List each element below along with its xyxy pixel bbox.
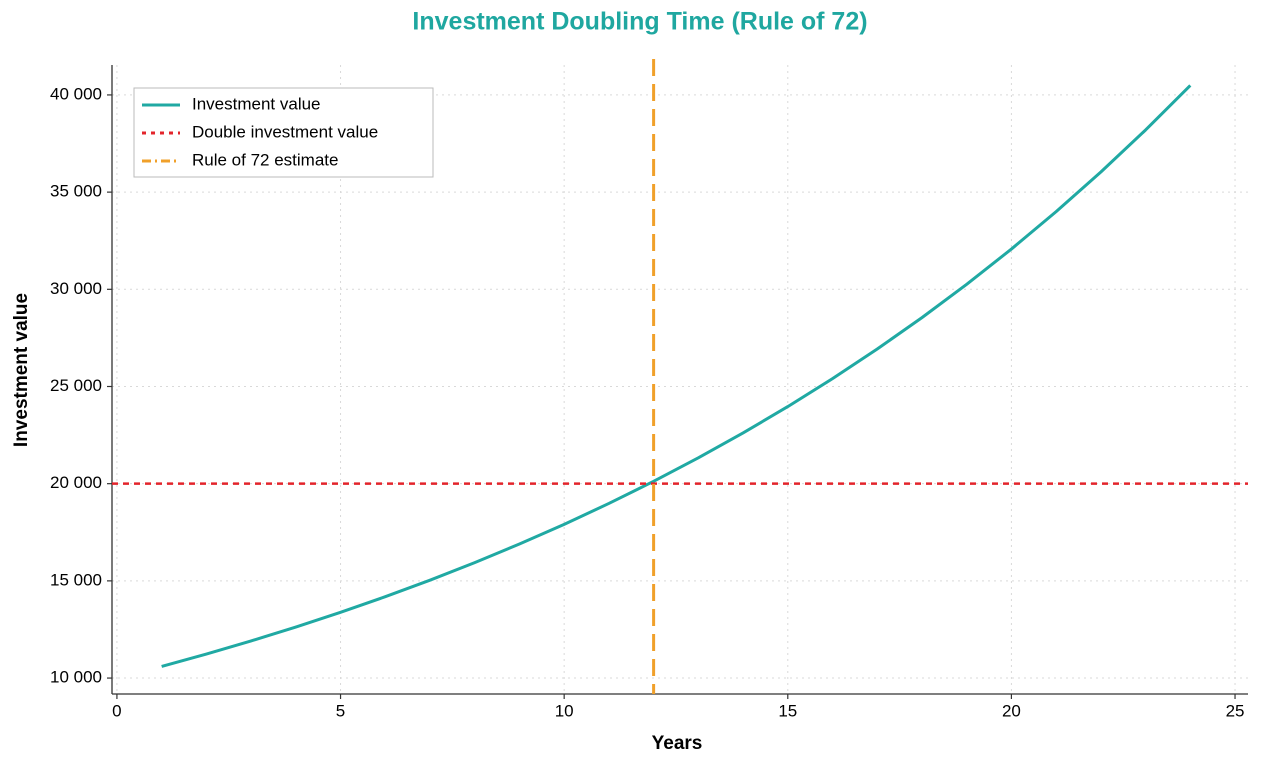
data-line xyxy=(161,84,1192,668)
chart-title: Investment Doubling Time (Rule of 72) xyxy=(412,8,867,36)
y-tick-label: 30 000 xyxy=(50,279,102,298)
x-tick-label: 5 xyxy=(336,701,345,720)
legend-label: Double investment value xyxy=(192,122,378,141)
legend-label: Rule of 72 estimate xyxy=(192,150,338,169)
x-tick-label: 10 xyxy=(555,701,574,720)
x-tick-label: 25 xyxy=(1226,701,1245,720)
y-tick-label: 35 000 xyxy=(50,182,102,201)
y-tick-label: 15 000 xyxy=(50,570,102,589)
y-tick-label: 25 000 xyxy=(50,376,102,395)
x-tick-label: 0 xyxy=(112,701,121,720)
legend-label: Investment value xyxy=(192,94,321,113)
y-tick-label: 20 000 xyxy=(50,473,102,492)
y-axis-label: Investment value xyxy=(11,293,32,447)
x-tick-label: 20 xyxy=(1002,701,1021,720)
legend-box xyxy=(133,87,434,178)
x-tick-label: 15 xyxy=(778,701,797,720)
y-tick-label: 40 000 xyxy=(50,84,102,103)
x-axis-label: Years xyxy=(652,733,703,754)
y-tick-label: 10 000 xyxy=(50,668,102,687)
